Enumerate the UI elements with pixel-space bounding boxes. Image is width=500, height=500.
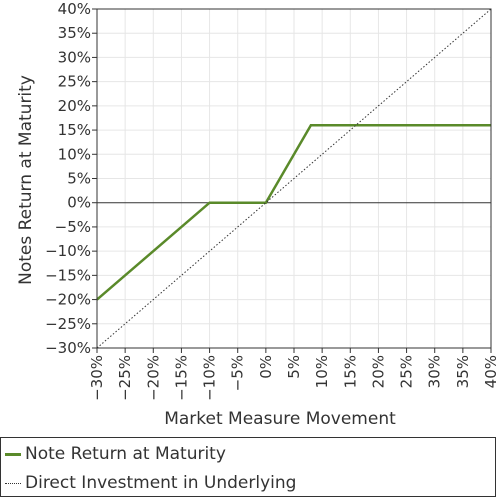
y-tick-label: 0% [67,194,91,212]
y-tick-label: 25% [58,73,91,91]
x-axis-title: Market Measure Movement [164,409,396,429]
y-tick-label: 20% [58,97,91,115]
plot-frame [92,8,492,353]
x-tick-label: −15% [172,355,190,401]
y-tick-label: 5% [67,170,91,188]
chart: −30% −25% −20% −15% −10% −5% 0% 5% 10% 15% 20% 25% 3… [16,0,500,429]
y-axis-title: Notes Return at Maturity [16,75,36,285]
y-tick-label: −15% [45,266,91,284]
x-tick-label: −20% [144,355,162,401]
y-tick-label: 40% [58,0,91,18]
legend-label: Direct Investment in Underlying [25,473,297,493]
y-tick-label: −25% [45,315,91,333]
legend-swatch-dotted [5,482,21,484]
plot-border [96,8,492,349]
x-tick-label: −25% [116,355,134,401]
series-note-return-line [96,123,491,301]
y-tick-labels: −30% −25% −20% −15% −10% −5% 0% 5% 10% 15% 20% 25% 3… [45,0,91,357]
legend: Note Return at Maturity Direct Investmen… [0,437,496,497]
x-tick-label: 10% [313,355,331,388]
series-direct-investment-line [96,8,492,349]
legend-swatch-solid [5,452,21,456]
y-tick-label: −20% [45,291,91,309]
legend-item-direct-investment: Direct Investment in Underlying [5,471,296,495]
x-tick-label: −10% [201,355,219,401]
y-tick-label: −5% [55,218,91,236]
legend-label: Note Return at Maturity [25,444,226,464]
y-tick-label: −30% [45,339,91,357]
x-tick-label: 0% [257,355,275,379]
x-tick-label: 40% [482,355,500,388]
y-tick-label: 15% [58,121,91,139]
x-tick-label: 35% [454,355,472,388]
x-tick-label: 25% [398,355,416,388]
x-tick-label: 30% [426,355,444,388]
y-tick-label: −10% [45,242,91,260]
x-tick-labels: −30% −25% −20% −15% −10% −5% 0% 5% 10% 15% 20% 25% 3… [88,355,500,401]
y-tick-label: 10% [58,145,91,163]
x-tick-label: 5% [285,355,303,379]
x-tick-label: −5% [229,355,247,391]
x-tick-label: −30% [88,355,106,401]
x-tick-label: 15% [341,355,359,388]
y-tick-label: 35% [58,24,91,42]
x-tick-label: 20% [369,355,387,388]
grid [97,9,491,348]
y-tick-label: 30% [58,48,91,66]
legend-item-note-return: Note Return at Maturity [5,442,226,466]
series-layer [96,8,492,349]
